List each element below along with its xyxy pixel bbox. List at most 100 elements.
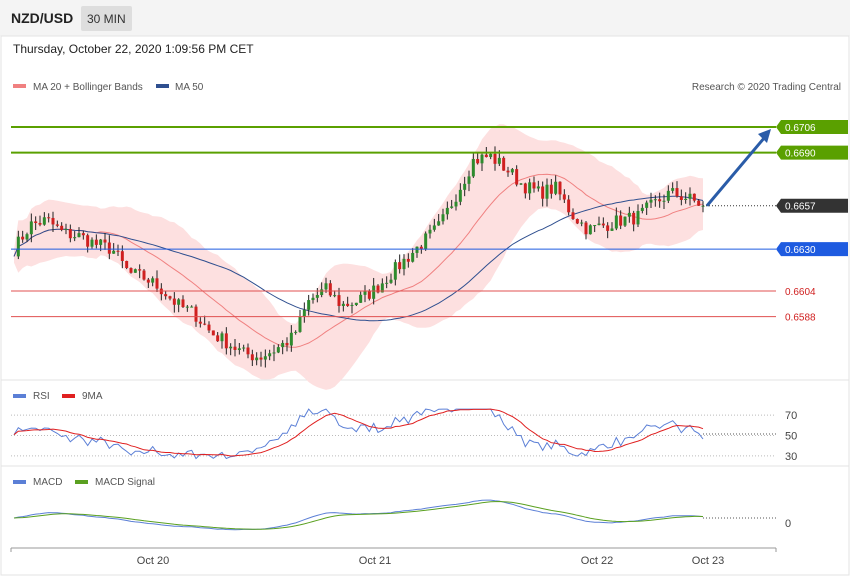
candle (506, 166, 510, 177)
candle (476, 153, 480, 165)
candle (328, 280, 332, 297)
candle (172, 292, 176, 313)
price-level-label: 0.6657 (785, 202, 816, 213)
x-tick-label: Oct 22 (581, 555, 613, 567)
candle (558, 181, 562, 201)
x-tick-label: Oct 20 (137, 555, 169, 567)
candle (415, 246, 419, 258)
candle (337, 287, 341, 313)
candle (16, 230, 20, 260)
candle (320, 282, 324, 298)
candle (658, 192, 662, 208)
candle (697, 199, 701, 206)
candle (90, 237, 94, 249)
x-tick-label: Oct 23 (692, 555, 724, 567)
candle (653, 195, 657, 207)
price-level-pivot: 0.6630 (11, 242, 848, 257)
candle (242, 344, 246, 352)
candle (532, 176, 536, 193)
candle (73, 231, 77, 242)
rsi-legend-swatch (13, 394, 26, 398)
candle (60, 222, 64, 232)
candle (107, 235, 111, 260)
candle (151, 276, 155, 287)
macd-signal-legend-swatch (75, 480, 88, 484)
candle (185, 304, 189, 312)
candle (181, 295, 185, 309)
price-level-label: 0.6604 (785, 287, 816, 298)
price-level-current: 0.6657 (703, 198, 848, 213)
candle (211, 330, 215, 336)
x-tick-label: Oct 21 (359, 555, 391, 567)
candle (523, 182, 527, 199)
candle (194, 304, 198, 327)
rsi-grid: 30 50 70 (11, 410, 797, 463)
macd-signal-line (13, 500, 704, 530)
bollinger-band (14, 124, 703, 390)
candle (350, 302, 354, 314)
timeframe-badge[interactable] (81, 6, 132, 31)
candle (411, 248, 415, 263)
candle (155, 270, 159, 292)
candle (94, 234, 98, 249)
rsi-legend-label: RSI (33, 391, 50, 402)
candle (441, 208, 445, 225)
candle (289, 325, 293, 352)
candle (640, 204, 644, 214)
candle (398, 254, 402, 274)
candle (675, 181, 679, 198)
candle (666, 185, 670, 204)
candle (294, 330, 298, 335)
candle (133, 268, 137, 273)
candle (233, 338, 237, 357)
candle (575, 218, 579, 225)
candle (389, 273, 393, 284)
candle (116, 244, 120, 257)
ma50-line (13, 195, 704, 322)
candle (346, 296, 350, 307)
candle (623, 216, 627, 228)
candle (285, 337, 289, 352)
candle (549, 178, 553, 199)
candle (198, 317, 202, 328)
price-level-resistance: 0.6690 (11, 145, 848, 160)
candle (480, 153, 484, 171)
price-level-support: 0.6588 (11, 313, 816, 324)
candle (515, 165, 519, 187)
price-level-resistance: 0.6706 (11, 119, 848, 134)
timeframe-label[interactable]: 30 MIN (87, 12, 126, 26)
candle (597, 216, 601, 226)
candle (588, 224, 592, 235)
candle (38, 215, 42, 227)
ma20-legend-label: MA 20 + Bollinger Bands (33, 82, 143, 93)
candle (645, 200, 649, 215)
candle (541, 181, 545, 207)
candle (432, 218, 436, 232)
candle (445, 201, 449, 220)
candle (55, 220, 59, 228)
candle (627, 206, 631, 223)
candle (190, 305, 194, 308)
price-level-label: 0.6690 (785, 149, 816, 160)
candle (229, 343, 233, 356)
candle (632, 210, 636, 232)
rsi-line (13, 408, 704, 460)
candle (458, 183, 462, 206)
candle (363, 285, 367, 303)
candle (302, 302, 306, 323)
candle (129, 267, 133, 274)
macd-zero-label: 0 (785, 518, 791, 530)
candle (315, 287, 319, 303)
candle (584, 220, 588, 240)
candle (255, 352, 259, 366)
header-bar (0, 0, 850, 36)
candle (138, 264, 142, 279)
ma50-legend-label: MA 50 (175, 82, 204, 93)
candle (246, 343, 250, 359)
candle (606, 222, 610, 239)
candle (489, 153, 493, 160)
candle (220, 331, 224, 349)
candle (380, 278, 384, 293)
candle (688, 187, 692, 206)
